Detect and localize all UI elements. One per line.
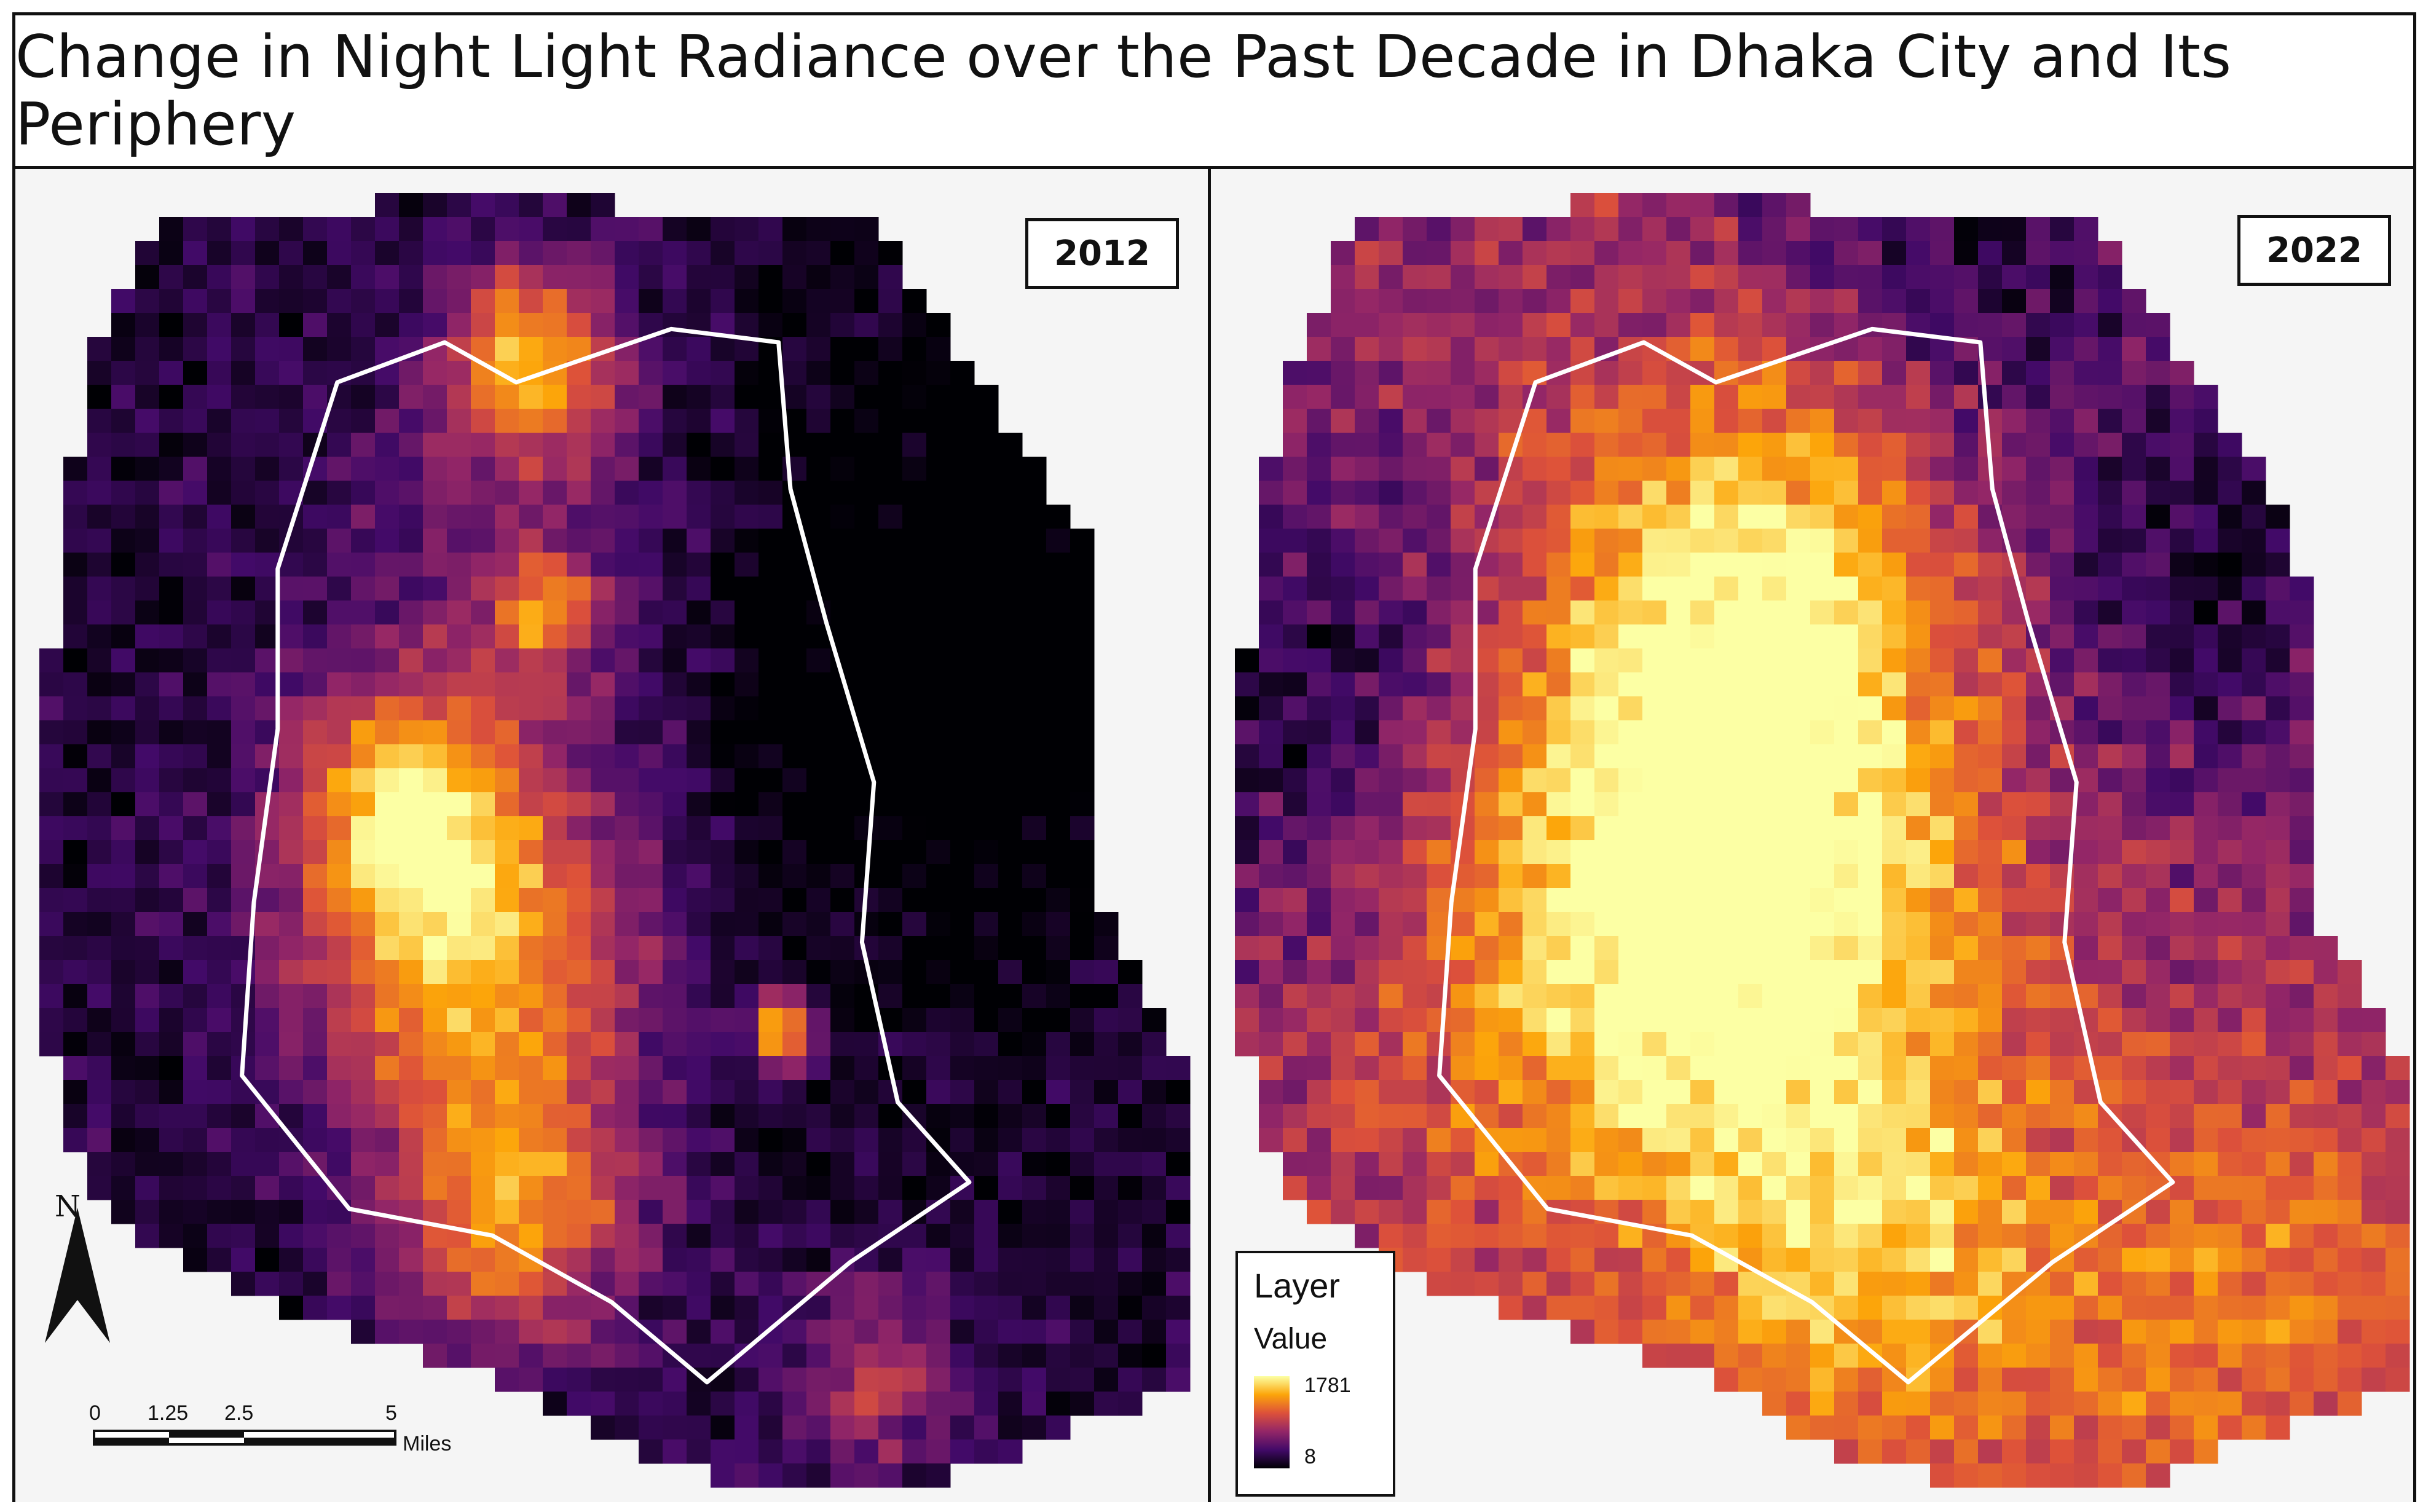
- map-panel-2022: 2022 Layer Value 1781 8: [1211, 169, 2413, 1502]
- legend-color-ramp: [1254, 1376, 1290, 1468]
- year-label-2012: 2012: [1025, 218, 1179, 289]
- scale-tick-0: 0: [89, 1401, 101, 1425]
- map-panel-2012: 2012 N 0 1.25 2.5 5 Miles: [15, 169, 1211, 1502]
- year-label-2022: 2022: [2237, 215, 2391, 286]
- title-bar: Change in Night Light Radiance over the …: [15, 15, 2413, 169]
- radiance-raster-2012: [39, 193, 1191, 1488]
- legend-subtitle: Value: [1254, 1323, 1328, 1355]
- legend-min-value: 8: [1304, 1445, 1316, 1468]
- scale-bar: 0 1.25 2.5 5 Miles: [77, 1401, 507, 1475]
- scale-bar-graphic: [93, 1430, 396, 1446]
- legend: Layer Value 1781 8: [1235, 1251, 1395, 1497]
- north-arrow-icon: [45, 1208, 110, 1343]
- scale-tick-3: 5: [385, 1401, 397, 1425]
- city-boundary: [1437, 326, 2175, 1385]
- map-title: Change in Night Light Radiance over the …: [15, 23, 2232, 159]
- radiance-raster-2022: [1235, 193, 2410, 1488]
- legend-max-value: 1781: [1304, 1374, 1351, 1397]
- city-boundary: [240, 326, 972, 1385]
- legend-title: Layer: [1254, 1266, 1341, 1305]
- map-layout-frame: Change in Night Light Radiance over the …: [12, 12, 2416, 1502]
- scale-tick-1: 1.25: [148, 1401, 189, 1425]
- scale-tick-2: 2.5: [224, 1401, 254, 1425]
- scale-unit: Miles: [403, 1432, 452, 1455]
